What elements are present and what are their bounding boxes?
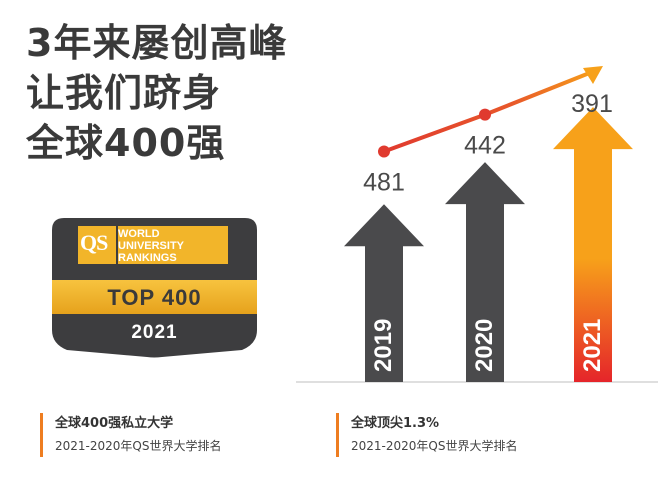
qs-line-1: WORLD: [118, 228, 160, 240]
category-label-2021: 2021: [579, 319, 606, 372]
data-point-2019: [378, 145, 390, 158]
bar-arrow-2021: [553, 107, 633, 382]
note-subtitle: 2021-2020年QS世界大学排名: [55, 439, 222, 453]
note-top-percent: 全球顶尖1.3% 2021-2020年QS世界大学排名: [336, 413, 517, 457]
value-label-2020: 442: [464, 132, 506, 160]
value-label-2021: 391: [571, 90, 613, 118]
headline: 3年来屡创高峰 让我们跻身 全球400强: [26, 18, 287, 168]
bar-arrow-2020: [445, 162, 525, 382]
qs-logo: QS: [80, 230, 108, 255]
badge-year: 2021: [131, 322, 178, 343]
value-label-2019: 481: [363, 168, 405, 196]
qs-ranking-badge: QS WORLD UNIVERSITY RANKINGS TOP 400 202…: [52, 218, 257, 358]
qs-line-2: UNIVERSITY: [118, 240, 185, 252]
qs-line-3: RANKINGS: [118, 252, 177, 264]
note-private-university: 全球400强私立大学 2021-2020年QS世界大学排名: [40, 413, 221, 457]
trend-arrowhead: [583, 66, 603, 84]
badge-top-label: TOP 400: [107, 285, 202, 310]
data-point-2020: [479, 108, 491, 121]
headline-line-1: 3年来屡创高峰: [26, 21, 288, 65]
headline-line-3: 全球400强: [26, 121, 226, 165]
note-title: 全球400强私立大学: [55, 416, 174, 431]
headline-line-2: 让我们跻身: [26, 71, 222, 115]
badge-shape: [52, 218, 257, 358]
category-label-2020: 2020: [471, 319, 498, 372]
note-subtitle: 2021-2020年QS世界大学排名: [351, 439, 518, 453]
qs-wordmark: WORLD UNIVERSITY RANKINGS: [118, 228, 184, 264]
note-title: 全球顶尖1.3%: [351, 416, 440, 431]
category-label-2019: 2019: [370, 319, 397, 372]
bar-arrow-2019: [344, 204, 424, 382]
